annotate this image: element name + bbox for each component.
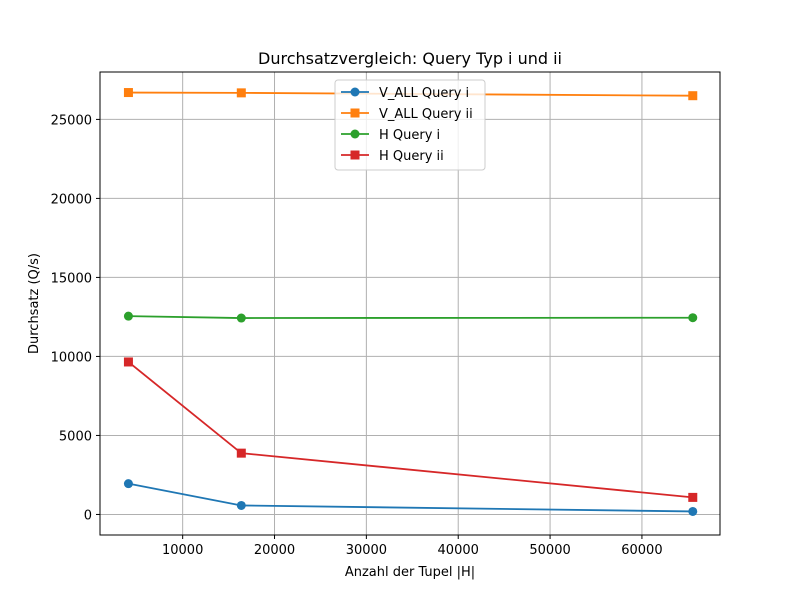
data-point [123,311,133,321]
series-1 [123,88,698,101]
legend-label: H Query ii [379,149,444,164]
legend-marker [350,150,360,160]
data-point [688,492,698,502]
chart-title: Durchsatzvergleich: Query Typ i und ii [258,49,562,68]
data-point [236,500,246,510]
plot-frame [99,71,721,536]
legend-item: H Query i [341,128,440,143]
data-point [123,357,133,367]
legend-item: H Query ii [341,149,444,164]
x-tick-label: 10000 [162,543,203,558]
legend-item: V_ALL Query ii [341,107,473,122]
legend-label: H Query i [379,128,440,143]
x-tick-label: 50000 [529,543,570,558]
ticks: 10000 20000 30000 40000 50000 60000 0 5000 10000… [51,113,663,558]
y-tick-label: 5000 [59,429,92,444]
y-tick-label: 25000 [51,113,92,128]
data-point [688,313,698,323]
data-point [688,506,698,516]
data-point [236,88,246,98]
x-tick-label: 60000 [621,543,662,558]
legend-label: V_ALL Query i [379,86,469,101]
x-tick-label: 20000 [254,543,295,558]
legend-item: V_ALL Query i [341,86,469,101]
y-tick-label: 10000 [51,350,92,365]
legend-marker [350,129,360,139]
series-0 [123,479,698,516]
legend-box [334,79,486,171]
y-axis-label: Durchsatz (Q/s) [27,253,42,354]
series-2 [123,311,698,323]
data-point [123,479,133,489]
x-axis-label: Anzahl der Tupel |H| [345,565,475,580]
y-tick-label: 15000 [51,271,92,286]
data-point [123,88,133,98]
y-tick-label: 0 [84,508,92,523]
data-point [688,91,698,101]
x-tick-label: 30000 [346,543,387,558]
data-point [236,448,246,458]
legend-marker [350,108,360,118]
series-layer [123,88,698,516]
legend-label: V_ALL Query ii [379,107,473,122]
legend: V_ALL Query i V_ALL Query ii H Query i H Qu… [334,79,486,171]
data-point [236,313,246,323]
y-tick-label: 20000 [51,192,92,207]
series-3 [123,357,698,502]
legend-marker [350,87,360,97]
x-tick-label: 40000 [438,543,479,558]
